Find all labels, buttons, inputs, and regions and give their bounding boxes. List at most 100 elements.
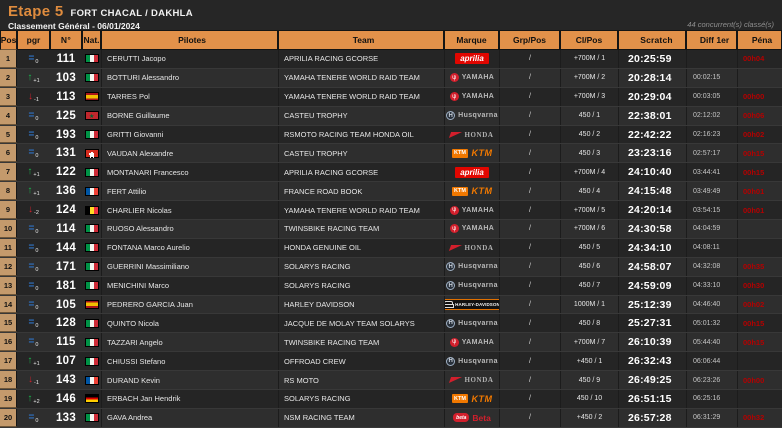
husqvarna-logo: Husqvarna — [458, 319, 498, 327]
scratch-time: 26:32:43 — [618, 352, 686, 371]
marque-cell: KTM KTM — [444, 390, 499, 408]
marque-cell: aprilia — [444, 50, 499, 68]
team-name: CASTEU TROPHY — [278, 106, 444, 125]
marque-cell: ψ YAMAHA — [444, 201, 499, 220]
nationality-cell — [82, 277, 101, 295]
progression-value: 0 — [35, 304, 39, 311]
position-number: 18 — [0, 371, 17, 390]
nationality-cell — [82, 239, 101, 257]
scratch-time: 22:42:22 — [618, 125, 686, 144]
nationality-cell — [82, 88, 101, 106]
harley-davidson-logo: HARLEY-DAVIDSON — [445, 299, 499, 311]
progression-icon: = — [28, 128, 35, 140]
progression-cell: = 0 — [17, 220, 50, 238]
nationality-cell — [82, 69, 101, 87]
rider-number: 143 — [55, 374, 77, 387]
yamaha-logo: YAMAHA — [461, 74, 495, 82]
team-name: JACQUE DE MOLAY TEAM SOLARYS — [278, 314, 444, 333]
marque-cell: KTM KTM — [444, 144, 499, 163]
progression-value: +1 — [33, 361, 40, 368]
progression-value: 0 — [35, 228, 39, 235]
class-position: 450 / 10 — [560, 390, 618, 408]
husqvarna-icon: H — [446, 281, 456, 291]
position-number: 1 — [0, 50, 17, 68]
husqvarna-logo: Husqvarna — [458, 112, 498, 120]
team-name: HARLEY DAVIDSON — [278, 295, 444, 314]
team-name: YAMAHA TENERE WORLD RAID TEAM — [278, 201, 444, 220]
table-row: 13 = 0 181 MENICHINI Marco SOLARYS RACIN… — [0, 276, 782, 296]
nationality-flag — [84, 413, 99, 423]
progression-value: 0 — [35, 266, 39, 273]
penalty-value: 00h15 — [737, 333, 782, 352]
position-number: 4 — [0, 106, 17, 125]
position-number: 13 — [0, 276, 17, 295]
pilot-name: MONTANARI Francesco — [101, 163, 278, 182]
rider-number: 107 — [55, 355, 77, 368]
group-position: / — [499, 144, 560, 163]
husqvarna-logo: Husqvarna — [458, 263, 498, 271]
nationality-cell — [82, 296, 101, 314]
husqvarna-logo: Husqvarna — [458, 282, 498, 290]
progression-cell: = 0 — [17, 126, 50, 144]
rider-number: 125 — [55, 109, 77, 122]
scratch-time: 24:30:58 — [618, 220, 686, 238]
col-pgr: pgr — [17, 30, 50, 50]
class-position: +700M / 7 — [560, 333, 618, 352]
rider-number: 136 — [55, 185, 77, 198]
diff-to-first — [686, 50, 737, 68]
nationality-cell — [82, 333, 101, 351]
diff-to-first: 00:03:05 — [686, 87, 737, 106]
stage-location: FORT CHACAL / DAKHLA — [70, 8, 193, 19]
table-row: 7 ↑ +1 122 MONTANARI Francesco APRILIA R… — [0, 163, 782, 183]
marque-cell: Beta Beta — [444, 408, 499, 427]
class-position: 450 / 3 — [560, 144, 618, 163]
rider-number: 133 — [55, 411, 77, 424]
group-position: / — [499, 182, 560, 201]
table-row: 6 = 0 131 VAUDAN Alexandre CASTEU TROPHY… — [0, 144, 782, 164]
group-position: / — [499, 50, 560, 68]
table-row: 1 = 0 111 CERUTTI Jacopo APRILIA RACING … — [0, 50, 782, 69]
harley-shield-icon — [445, 301, 455, 309]
class-position: 450 / 4 — [560, 182, 618, 201]
diff-to-first: 03:54:15 — [686, 201, 737, 220]
position-number: 2 — [0, 68, 17, 87]
nationality-cell — [82, 352, 101, 370]
group-position: / — [499, 220, 560, 238]
class-position: 1000M / 1 — [560, 295, 618, 314]
nationality-flag — [84, 130, 99, 139]
nationality-flag — [84, 318, 99, 328]
nationality-flag — [84, 337, 99, 347]
scratch-time: 20:29:04 — [618, 87, 686, 106]
progression-cell: = 0 — [17, 277, 50, 295]
honda-logo: HONDA — [464, 376, 494, 385]
position-number: 9 — [0, 201, 17, 220]
class-position: +450 / 2 — [560, 408, 618, 427]
pilot-name: DURAND Kevin — [101, 371, 278, 390]
yamaha-icon: ψ — [449, 205, 459, 215]
pilot-name: VAUDAN Alexandre — [101, 144, 278, 163]
ktm-icon: KTM — [451, 186, 469, 196]
progression-value: -2 — [34, 210, 39, 217]
penalty-value — [737, 68, 782, 87]
progression-value: 0 — [35, 58, 39, 65]
table-row: 14 = 0 105 PEDRERO GARCIA Juan HARLEY DA… — [0, 295, 782, 315]
table-row: 17 ↑ +1 107 CHIUSSI Stefano OFFROAD CREW… — [0, 352, 782, 372]
honda-wing-icon — [449, 131, 463, 138]
diff-to-first: 04:46:40 — [686, 295, 737, 314]
progression-icon: ↓ — [28, 90, 34, 102]
penalty-value: 00h01 — [737, 201, 782, 220]
pilot-name: PEDRERO GARCIA Juan — [101, 295, 278, 314]
progression-cell: = 0 — [17, 409, 50, 427]
pilot-name: GAVA Andrea — [101, 408, 278, 427]
pilot-name: CHIUSSI Stefano — [101, 352, 278, 371]
team-name: SOLARYS RACING — [278, 257, 444, 276]
scratch-time: 26:49:25 — [618, 371, 686, 390]
scratch-time: 23:23:16 — [618, 144, 686, 163]
group-position: / — [499, 371, 560, 390]
team-name: YAMAHA TENERE WORLD RAID TEAM — [278, 68, 444, 87]
page-header: Etape 5 FORT CHACAL / DAKHLA Classement … — [0, 0, 782, 31]
diff-to-first: 00:02:15 — [686, 68, 737, 87]
ktm-logo: KTM — [471, 148, 493, 159]
table-row: 15 = 0 128 QUINTO Nicola JACQUE DE MOLAY… — [0, 314, 782, 334]
scratch-time: 26:57:28 — [618, 408, 686, 427]
